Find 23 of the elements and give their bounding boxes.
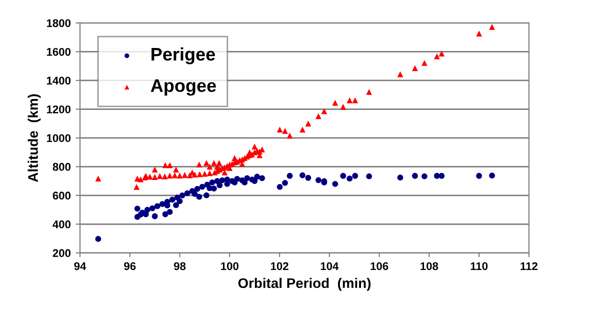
y-tick-label: 800 (52, 162, 71, 171)
x-tick-label: 94 (74, 262, 86, 270)
legend-label: Apogee (150, 79, 216, 96)
y-tick-label: 1800 (46, 19, 71, 28)
y-tick-label: 1200 (46, 105, 71, 114)
y-tick-label: 1000 (46, 134, 71, 142)
x-tick-label: 110 (470, 262, 488, 270)
x-tick-label: 98 (174, 262, 186, 270)
y-tick-label: 1600 (46, 48, 71, 56)
y-tick-label: 600 (52, 192, 71, 200)
legend-label: Perigee (152, 47, 215, 64)
x-tick-label: 108 (420, 262, 438, 270)
y-axis-title: Altitude (km) (28, 94, 41, 182)
x-tick-label: 96 (124, 262, 136, 270)
x-tick-label: 106 (370, 262, 388, 270)
x-tick-label: 112 (520, 262, 538, 270)
y-tick-label: 400 (52, 220, 71, 228)
x-axis-title: Orbital Period (min) (238, 278, 371, 291)
x-tick-label: 100 (221, 262, 238, 270)
x-tick-label: 102 (270, 262, 288, 270)
y-tick-label: 1400 (46, 76, 71, 85)
x-tick-label: 104 (320, 262, 339, 270)
y-tick-label: 200 (52, 249, 71, 258)
